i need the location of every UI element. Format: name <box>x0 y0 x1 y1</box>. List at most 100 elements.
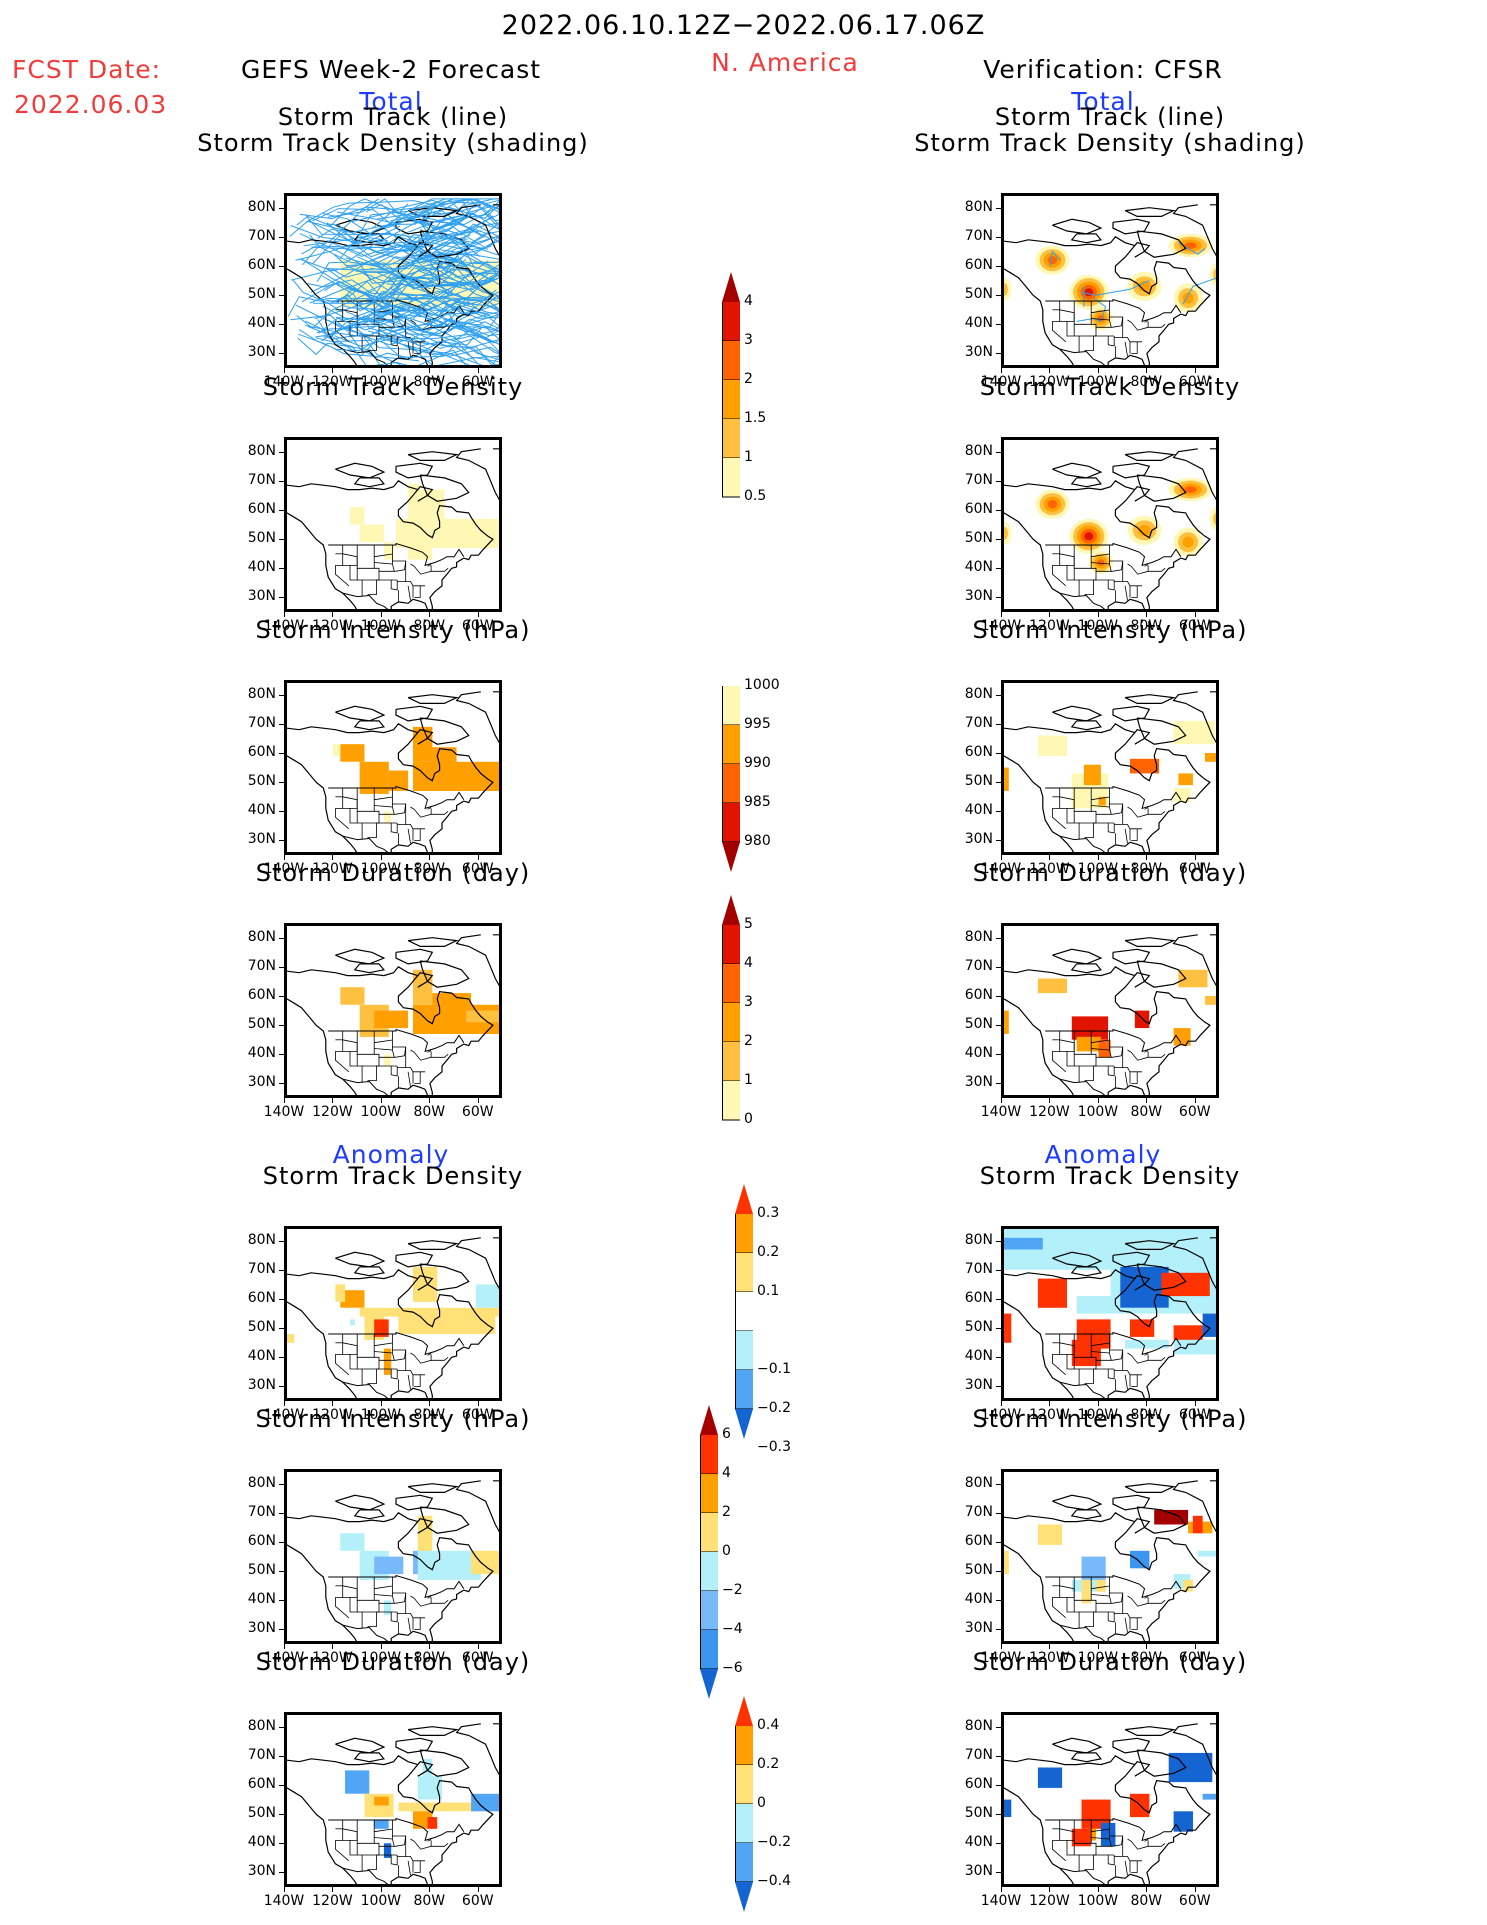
us-canada-border <box>1045 298 1182 323</box>
lat-tick-mark <box>279 295 284 297</box>
state-border <box>431 1842 449 1847</box>
state-border <box>414 828 421 841</box>
state-border <box>367 1383 377 1385</box>
state-border <box>427 564 432 567</box>
colorbar-label: −0.4 <box>757 1873 791 1889</box>
anomaly-cell <box>427 1817 438 1829</box>
us-mexico-border <box>342 1624 389 1641</box>
fcst-date-label: FCST Date: <box>12 55 162 84</box>
arctic-island <box>1052 462 1103 479</box>
verification-panel-title: Storm Track Density <box>979 373 1241 401</box>
lon-tick-mark <box>1001 1401 1002 1406</box>
duration-cell <box>413 969 433 1005</box>
lat-tick-label: 70N <box>964 957 993 974</box>
lat-tick-mark <box>996 265 1001 267</box>
coastline-east <box>1107 486 1211 609</box>
state-border <box>1127 319 1149 331</box>
lon-tick-mark <box>332 1644 334 1649</box>
lat-tick-label: 40N <box>247 1591 276 1608</box>
state-border <box>374 1053 380 1081</box>
state-border <box>1131 828 1138 841</box>
forecast-map-panel <box>284 1469 502 1644</box>
state-border <box>1091 1039 1110 1044</box>
lat-tick-label: 50N <box>964 1016 993 1033</box>
lon-tick-mark <box>1001 368 1002 373</box>
anomaly-cell <box>335 1284 346 1302</box>
state-border <box>392 1820 395 1847</box>
density-contour <box>1184 242 1197 249</box>
colorbar-intensity-anomaly <box>700 1405 770 1705</box>
lat-tick-mark <box>996 1298 1001 1300</box>
anomaly-cell <box>1125 1339 1169 1349</box>
state-border <box>335 321 350 343</box>
storm-track-line <box>291 269 394 281</box>
arctic-island <box>1136 474 1187 502</box>
coastline-west <box>1004 1301 1075 1398</box>
lat-tick-label: 60N <box>247 256 276 273</box>
lon-tick-label: 80W <box>413 1893 446 1909</box>
coastline-arctic <box>1004 480 1135 491</box>
coastline-east <box>390 1761 494 1884</box>
state-border <box>1059 1828 1075 1841</box>
storm-track-line <box>362 245 457 264</box>
lat-tick-mark <box>279 353 284 355</box>
state-border <box>407 585 411 601</box>
lat-tick-mark <box>279 236 284 238</box>
arctic-island <box>395 462 434 479</box>
storm-track-line <box>292 279 388 312</box>
coastline-greenland <box>1172 691 1216 744</box>
state-border <box>431 567 449 572</box>
arctic-island <box>1124 207 1176 217</box>
map-plot <box>287 934 499 1095</box>
state-border <box>335 808 350 830</box>
storm-track-line <box>347 267 472 301</box>
lon-tick-label: 120W <box>1029 1893 1070 1909</box>
state-border <box>374 1585 393 1590</box>
coastline-west <box>287 512 358 609</box>
coastline-west <box>1004 268 1075 365</box>
us-mexico-border <box>1059 592 1106 609</box>
coastline-east <box>1107 1761 1211 1884</box>
duration-cell <box>466 1010 499 1023</box>
lon-tick-label: 140W <box>263 1104 305 1120</box>
anomaly-cell <box>383 1843 392 1858</box>
state-border <box>1052 1031 1061 1052</box>
state-border <box>431 323 449 328</box>
lon-tick-mark <box>284 612 285 617</box>
arctic-island <box>1136 1263 1187 1291</box>
lon-tick-label: 140W <box>980 374 1022 390</box>
arctic-island <box>1070 720 1103 731</box>
lon-tick-label: 100W <box>360 1407 402 1423</box>
lon-tick-label: 60W <box>1178 374 1211 390</box>
arctic-island <box>1070 233 1103 244</box>
lat-tick-mark <box>279 966 284 968</box>
lat-tick-mark <box>279 1054 284 1056</box>
lat-tick-label: 80N <box>247 928 276 945</box>
lon-tick-label: 120W <box>312 1104 353 1120</box>
anomaly-cell <box>345 1770 370 1794</box>
storm-track-line <box>312 231 359 264</box>
forecast-map-panel <box>284 1712 502 1887</box>
density-contour <box>1004 526 1008 540</box>
state-border <box>1052 1051 1067 1073</box>
lat-tick-label: 40N <box>964 1348 993 1365</box>
coastline-west <box>287 1301 358 1398</box>
lat-tick-mark <box>279 539 284 541</box>
state-border <box>374 1039 393 1044</box>
colorbar-segment <box>722 458 740 497</box>
arctic-island <box>419 1263 470 1291</box>
state-border <box>392 301 395 328</box>
lat-tick-mark <box>996 1269 1001 1271</box>
state-border <box>374 562 393 565</box>
lon-tick-label: 60W <box>1178 618 1211 634</box>
state-border <box>367 1626 377 1628</box>
lon-tick-mark <box>380 612 382 617</box>
coastline-group <box>287 448 499 609</box>
state-border <box>1148 810 1166 815</box>
state-border <box>1114 1047 1124 1068</box>
colorbar-label: 3 <box>744 994 753 1010</box>
lat-tick-label: 50N <box>964 1805 993 1822</box>
state-border <box>374 810 380 838</box>
state-border <box>427 1050 432 1053</box>
state-border <box>405 1067 426 1073</box>
